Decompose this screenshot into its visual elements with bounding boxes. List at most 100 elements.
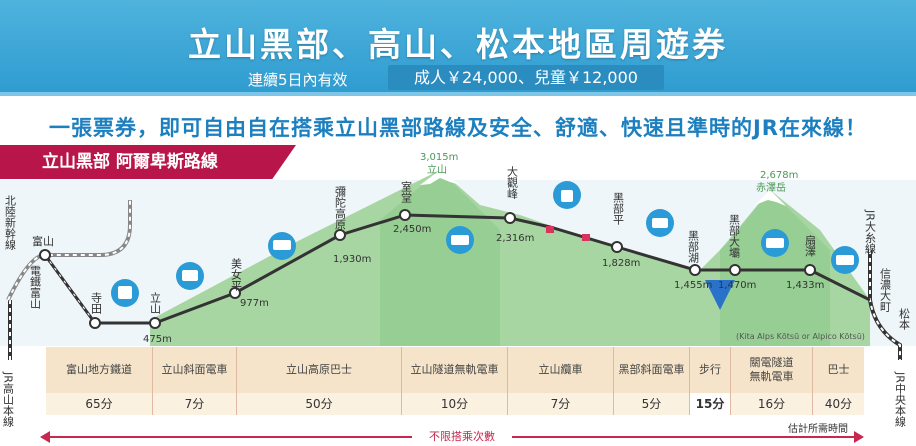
segment-time: 7分 [153, 393, 236, 415]
label-jr-takayama: JR高山本線 [2, 371, 15, 427]
segment-time: 50分 [237, 393, 401, 415]
segment-time: 40分 [813, 393, 864, 415]
segment-cell: 巴士 40分 [813, 347, 864, 415]
station-dot-kurobeko [689, 264, 701, 276]
label-tateyama: 立山 [149, 291, 162, 314]
station-dot-kurobedaira [611, 241, 623, 253]
segment-mode: 黑部斜面電車 [614, 347, 689, 393]
segment-mode: 富山地方鐵道 [46, 347, 152, 393]
kurobe-lake-icon [705, 280, 735, 310]
peak-tateyama-elev: 3,015m [420, 152, 458, 163]
train-icon-chitetsu [111, 279, 139, 307]
route-title: 立山黑部 阿爾卑斯路線 [0, 145, 296, 179]
pass-title: 立山黑部、高山、松本地區周遊券 [188, 25, 728, 64]
segment-time: 65分 [46, 393, 152, 415]
operator-note: (Kita Alps Kōtsū or Alpico Kōtsū) [736, 332, 865, 341]
label-daikanbo: 大觀峰 [506, 165, 519, 199]
elev-bijodaira: 977m [240, 298, 269, 309]
station-dot-daikanbo [504, 212, 516, 224]
station-dot-midagahara [334, 229, 346, 241]
elev-tateyama: 475m [143, 334, 172, 345]
segment-time: 10分 [402, 393, 507, 415]
segment-time: 5分 [614, 393, 689, 415]
header-banner: 立山黑部、高山、松本地區周遊券 連續5日內有效 成人￥24,000、兒童￥12,… [0, 0, 916, 96]
trolley-icon-kanden [761, 229, 789, 257]
segment-cell: 立山纜車 7分 [508, 347, 614, 415]
segment-mode: 步行 [690, 347, 730, 393]
elev-kurobedaira: 1,828m [602, 258, 640, 269]
label-murodo: 室堂 [400, 180, 413, 203]
segment-cell: 立山斜面電車 7分 [153, 347, 237, 415]
station-dot-ogizawa [804, 264, 816, 276]
segment-mode: 立山斜面電車 [153, 347, 236, 393]
segment-mode-line1: 關電隧道 [749, 356, 794, 369]
validity-text: 連續5日內有效 [248, 71, 348, 89]
label-toyama: 富山 [32, 234, 54, 248]
ropeway-cabin [582, 234, 590, 241]
label-hokuriku: 北陸新幹線 [4, 195, 17, 250]
ropeway-cabin [546, 226, 554, 233]
estimate-note: 估計所需時間 [788, 424, 848, 435]
label-kurobeko: 黑部湖 [687, 230, 700, 264]
segment-cell: 富山地方鐵道 65分 [46, 347, 153, 415]
segment-cell: 關電隧道 無軌電車 16分 [731, 347, 813, 415]
elev-kurobedam: 1,470m [718, 280, 756, 291]
slogan: 一張票券，即可自由自在搭乘立山黑部路線及安全、舒適、快速且準時的JR在來線！ [49, 116, 867, 140]
segment-time: 7分 [508, 393, 613, 415]
tateyama-snow [420, 170, 460, 185]
label-jr-oito: JR大糸線 [864, 209, 877, 254]
station-dot-toyama [39, 249, 51, 261]
label-midagahara: 彌陀高原 [334, 186, 347, 230]
cable-car-icon [646, 209, 674, 237]
unlimited-rides-label: 不限搭乘次數 [412, 428, 512, 446]
akazawa-peak [720, 190, 830, 346]
elev-murodo: 2,450m [393, 224, 431, 235]
elev-daikanbo: 2,316m [496, 233, 534, 244]
segment-mode: 立山高原巴士 [237, 347, 401, 393]
segment-mode: 巴士 [813, 347, 864, 393]
label-shinano-omachi: 信濃大町 [879, 268, 892, 312]
label-ogizawa: 扇澤 [804, 234, 817, 257]
station-dot-kurobedam [729, 264, 741, 276]
station-dot-tateyama [149, 317, 161, 329]
label-kurobedaira: 黑部平 [612, 192, 625, 226]
segment-time: 16分 [731, 393, 812, 415]
station-dot-bijodaira [229, 287, 241, 299]
segment-mode: 立山隧道無軌電車 [402, 347, 507, 393]
station-dot-murodo [399, 209, 411, 221]
segment-cell: 步行 15分 [690, 347, 731, 415]
segment-mode-line2: 無軌電車 [749, 370, 794, 383]
peak-tateyama-name: 立山 [427, 163, 447, 176]
label-terada: 寺田 [90, 292, 103, 314]
elev-kurobeko: 1,455m [674, 280, 712, 291]
label-jr-chuo: JR中央本線 [894, 371, 907, 427]
segment-cell: 立山隧道無軌電車 10分 [402, 347, 508, 415]
segment-mode: 關電隧道 無軌電車 [731, 347, 812, 393]
label-dentetsu: 電鐵富山 [29, 265, 42, 309]
trolley-icon-tunnel [446, 226, 474, 254]
price-badge: 成人￥24,000、兒童￥12,000 [388, 65, 664, 90]
mountain-range [150, 170, 870, 346]
akazawa-snow [755, 190, 786, 206]
segment-time: 15分 [690, 393, 730, 415]
bus-icon-takahara [268, 232, 296, 260]
label-kurobedam: 黑部大壩 [728, 214, 741, 259]
label-bijodaira: 美女平 [230, 258, 243, 292]
elev-midagahara: 1,930m [333, 254, 371, 265]
ropeway-icon [553, 181, 581, 209]
peak-akazawa-name: 赤澤岳 [756, 182, 786, 194]
arrow-left-icon [40, 431, 50, 443]
segment-cell: 黑部斜面電車 5分 [614, 347, 690, 415]
station-dot-terada [89, 317, 101, 329]
arrow-right-icon [854, 431, 864, 443]
train-icon-slope [176, 262, 204, 290]
peak-akazawa-elev: 2,678m [760, 170, 798, 181]
segment-table: 富山地方鐵道 65分 立山斜面電車 7分 立山高原巴士 50分 立山隧道無軌電車… [46, 347, 864, 415]
segment-cell: 立山高原巴士 50分 [237, 347, 402, 415]
elev-ogizawa: 1,433m [786, 280, 824, 291]
segment-mode: 立山纜車 [508, 347, 613, 393]
label-matsumoto: 松本 [898, 307, 911, 331]
bus-icon-ogizawa [831, 246, 859, 274]
